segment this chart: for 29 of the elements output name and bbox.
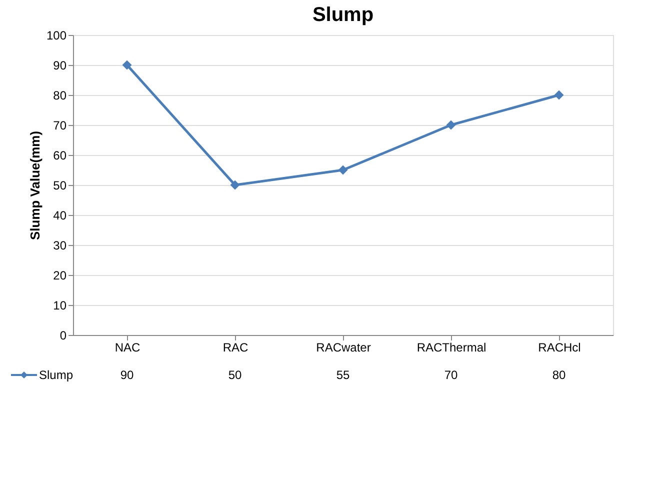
y-tick-label: 40 xyxy=(53,208,67,222)
data-label: 70 xyxy=(444,368,458,382)
data-label: 80 xyxy=(552,368,566,382)
legend-label: Slump xyxy=(39,368,74,382)
y-axis-title: Slump Value(mm) xyxy=(27,130,42,240)
x-tick-label: RAC xyxy=(222,340,248,354)
data-label: 55 xyxy=(336,368,350,382)
y-tick-label: 80 xyxy=(53,88,67,102)
point xyxy=(230,180,240,190)
point xyxy=(446,120,456,130)
x-tick-label: RACwater xyxy=(316,340,371,354)
point xyxy=(554,90,564,100)
x-tick-label: RACThermal xyxy=(416,340,486,354)
chart-title: Slump xyxy=(312,4,374,26)
y-tick-label: 100 xyxy=(46,28,67,42)
y-tick-label: 10 xyxy=(53,298,67,312)
y-tick-label: 60 xyxy=(53,148,67,162)
y-tick-label: 30 xyxy=(53,238,67,252)
x-tick-label: RACHcl xyxy=(538,340,581,354)
data-label: 90 xyxy=(120,368,134,382)
y-tick-label: 50 xyxy=(53,178,67,192)
data-label: 50 xyxy=(228,368,242,382)
y-tick-label: 70 xyxy=(53,118,67,132)
point xyxy=(122,60,132,70)
point xyxy=(338,165,348,175)
x-tick-label: NAC xyxy=(114,340,140,354)
y-tick-label: 0 xyxy=(60,328,67,342)
y-tick-label: 20 xyxy=(53,268,67,282)
y-tick-label: 90 xyxy=(53,58,67,72)
